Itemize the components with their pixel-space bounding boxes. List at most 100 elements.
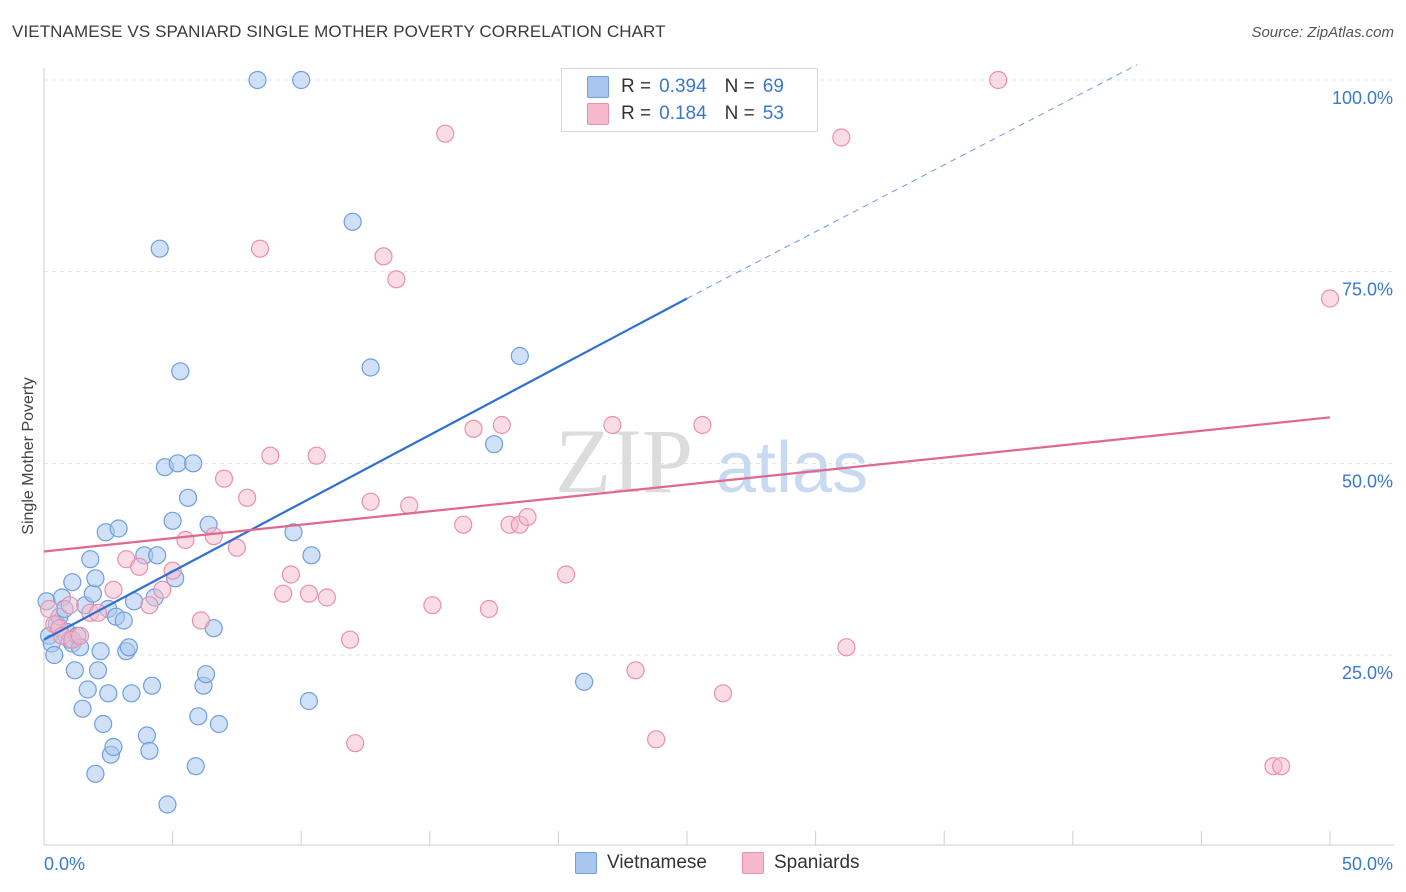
spaniard-point <box>250 239 270 258</box>
spaniard-point <box>647 730 666 749</box>
vietnamese-point <box>91 642 110 661</box>
vietnamese-point <box>148 546 167 565</box>
vietnamese-point <box>73 699 92 718</box>
vietnamese-point <box>292 70 311 90</box>
spaniard-point <box>557 565 576 584</box>
spaniard-point <box>603 415 622 435</box>
spaniard-trend-line <box>43 416 1331 553</box>
vietnamese-point <box>209 714 228 734</box>
spaniard-point <box>436 124 455 143</box>
vietnamese-point <box>94 714 113 734</box>
spaniard-point <box>176 530 195 550</box>
spaniard-point <box>361 492 380 511</box>
spaniard-point <box>140 596 159 615</box>
vietnamese-point <box>510 346 529 366</box>
spaniard-point <box>374 247 393 266</box>
vietnamese-point <box>171 362 190 381</box>
legend-swatch-blue <box>587 76 609 98</box>
vietnamese-point <box>83 584 102 603</box>
bottom-swatch-pink <box>742 852 764 874</box>
y-tick-label: 25.0% <box>1342 663 1393 683</box>
spaniard-point <box>204 527 223 546</box>
gridlines <box>44 79 1394 656</box>
spaniard-point <box>153 580 172 599</box>
spaniard-point <box>837 638 856 657</box>
x-tick-label: 0.0% <box>44 854 85 874</box>
vietnamese-point <box>99 684 118 703</box>
vietnamese-point <box>485 435 504 454</box>
bottom-legend-label: Vietnamese <box>607 852 707 873</box>
chart-title: VIETNAMESE VS SPANIARD SINGLE MOTHER POV… <box>12 22 666 41</box>
spaniard-point <box>238 488 257 507</box>
spaniard-point <box>104 580 123 599</box>
legend-r-label: R = <box>621 103 652 124</box>
spaniard-point <box>518 507 537 527</box>
spaniard-point <box>274 584 293 603</box>
vietnamese-point <box>196 665 216 684</box>
vietnamese-trend-extension <box>686 64 1138 299</box>
legend-row-vietnamese: R = 0.394 N = 69 <box>587 75 784 99</box>
vietnamese-point <box>284 523 303 542</box>
tick-labels: 25.0% 50.0% 75.0% 100.0% 0.0% 50.0% <box>44 88 1393 874</box>
bottom-legend-label: Spaniards <box>774 852 860 873</box>
legend-n-label: N = <box>724 76 755 97</box>
vietnamese-point <box>142 676 162 695</box>
vietnamese-point <box>189 707 208 726</box>
vietnamese-point <box>163 511 182 530</box>
spaniard-point <box>281 565 301 584</box>
vietnamese-point <box>81 550 100 569</box>
y-tick-label: 100.0% <box>1332 88 1393 108</box>
vietnamese-point <box>302 546 321 565</box>
vietnamese-point <box>104 737 123 757</box>
x-tick-label: 50.0% <box>1342 854 1393 874</box>
spaniard-point <box>191 611 210 630</box>
vietnamese-point <box>299 691 319 711</box>
spaniard-point <box>400 496 419 515</box>
legend-row-spaniards: R = 0.184 N = 53 <box>587 102 784 126</box>
spaniard-point <box>346 734 365 753</box>
vietnamese-point <box>45 645 64 665</box>
spaniard-point <box>227 538 246 557</box>
vietnamese-point <box>575 672 594 691</box>
vietnamese-point <box>86 569 105 588</box>
spaniard-point <box>492 415 511 435</box>
legend-swatch-pink <box>587 103 609 125</box>
vietnamese-point <box>137 726 156 745</box>
vietnamese-trend-line <box>43 297 688 641</box>
vietnamese-point <box>150 239 169 258</box>
spaniard-point <box>464 419 483 438</box>
spaniard-point <box>454 515 473 534</box>
axes <box>43 68 1394 846</box>
spaniard-point <box>317 588 337 607</box>
correlation-legend: R = 0.394 N = 69 R = 0.184 N = 53 <box>561 68 818 132</box>
vietnamese-point <box>361 358 380 377</box>
vietnamese-point <box>186 757 205 776</box>
legend-r-value: 0.184 <box>659 103 707 124</box>
spaniard-point <box>214 469 234 488</box>
spaniard-point <box>626 661 645 680</box>
vietnamese-point <box>86 764 105 783</box>
spaniard-point <box>989 70 1008 90</box>
vietnamese-point <box>63 573 82 592</box>
spaniard-point <box>1320 289 1340 308</box>
vietnamese-point <box>158 795 177 814</box>
vietnamese-point <box>168 454 187 473</box>
vietnamese-point <box>78 680 97 699</box>
watermark: ZIP atlas <box>555 410 868 512</box>
spaniard-point <box>307 446 326 465</box>
spaniard-point <box>340 630 360 649</box>
source-credit: Source: ZipAtlas.com <box>1251 24 1394 41</box>
spaniard-point <box>1272 757 1291 776</box>
vietnamese-point <box>184 454 203 473</box>
spaniard-point <box>40 599 59 619</box>
spaniard-point <box>261 446 280 465</box>
spaniard-point <box>713 684 733 703</box>
vietnamese-point <box>122 684 141 703</box>
spaniard-point <box>70 626 90 645</box>
vietnamese-point <box>140 741 159 760</box>
bottom-legend-spaniards: Spaniards <box>742 852 860 874</box>
spaniard-point <box>299 584 319 603</box>
legend-n-value: 69 <box>762 76 784 97</box>
vietnamese-point <box>178 488 198 507</box>
